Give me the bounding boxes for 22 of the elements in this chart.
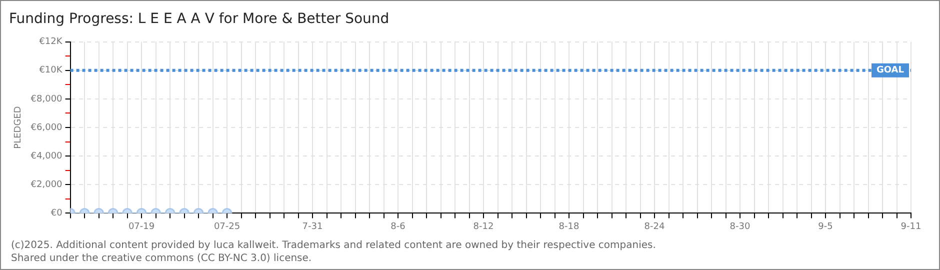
y-tick-label: €8,000 [30,94,63,104]
x-tick-label: 07-19 [128,222,155,232]
y-tick-label: €12K [39,37,64,48]
x-tick-label: 8-6 [390,222,406,232]
x-tick-label: 7-31 [302,222,323,232]
x-tick-label: 8-30 [730,222,750,232]
text: (c)2025. Additional content provided by luca kallweit. Trademarks and related content are owned by their respective companies. [11,240,656,251]
y-tick-label: €4,000 [30,151,63,162]
x-tick-label: 8-12 [473,222,494,232]
text: Shared under the creative commons (CC BY-NC 3.0) license. [11,253,312,264]
x-tick-label: 9-5 [818,222,833,232]
x-tick-label: 8-18 [558,222,580,232]
x-tick-label: 07-25 [214,222,240,232]
y-tick-label: €0 [50,208,63,219]
chart-title: Funding Progress: L E E A A V for More & Better Sound [9,11,390,28]
x-tick-label: 8-24 [644,222,665,232]
ref-line-label: GOAL [876,66,904,76]
y-tick-label: €10K [39,66,64,76]
y-tick-label: €6,000 [30,122,63,133]
x-tick-label: 9-11 [900,222,922,232]
y-axis-title: PLEDGED [14,106,24,149]
y-tick-label: €2,000 [30,180,63,190]
